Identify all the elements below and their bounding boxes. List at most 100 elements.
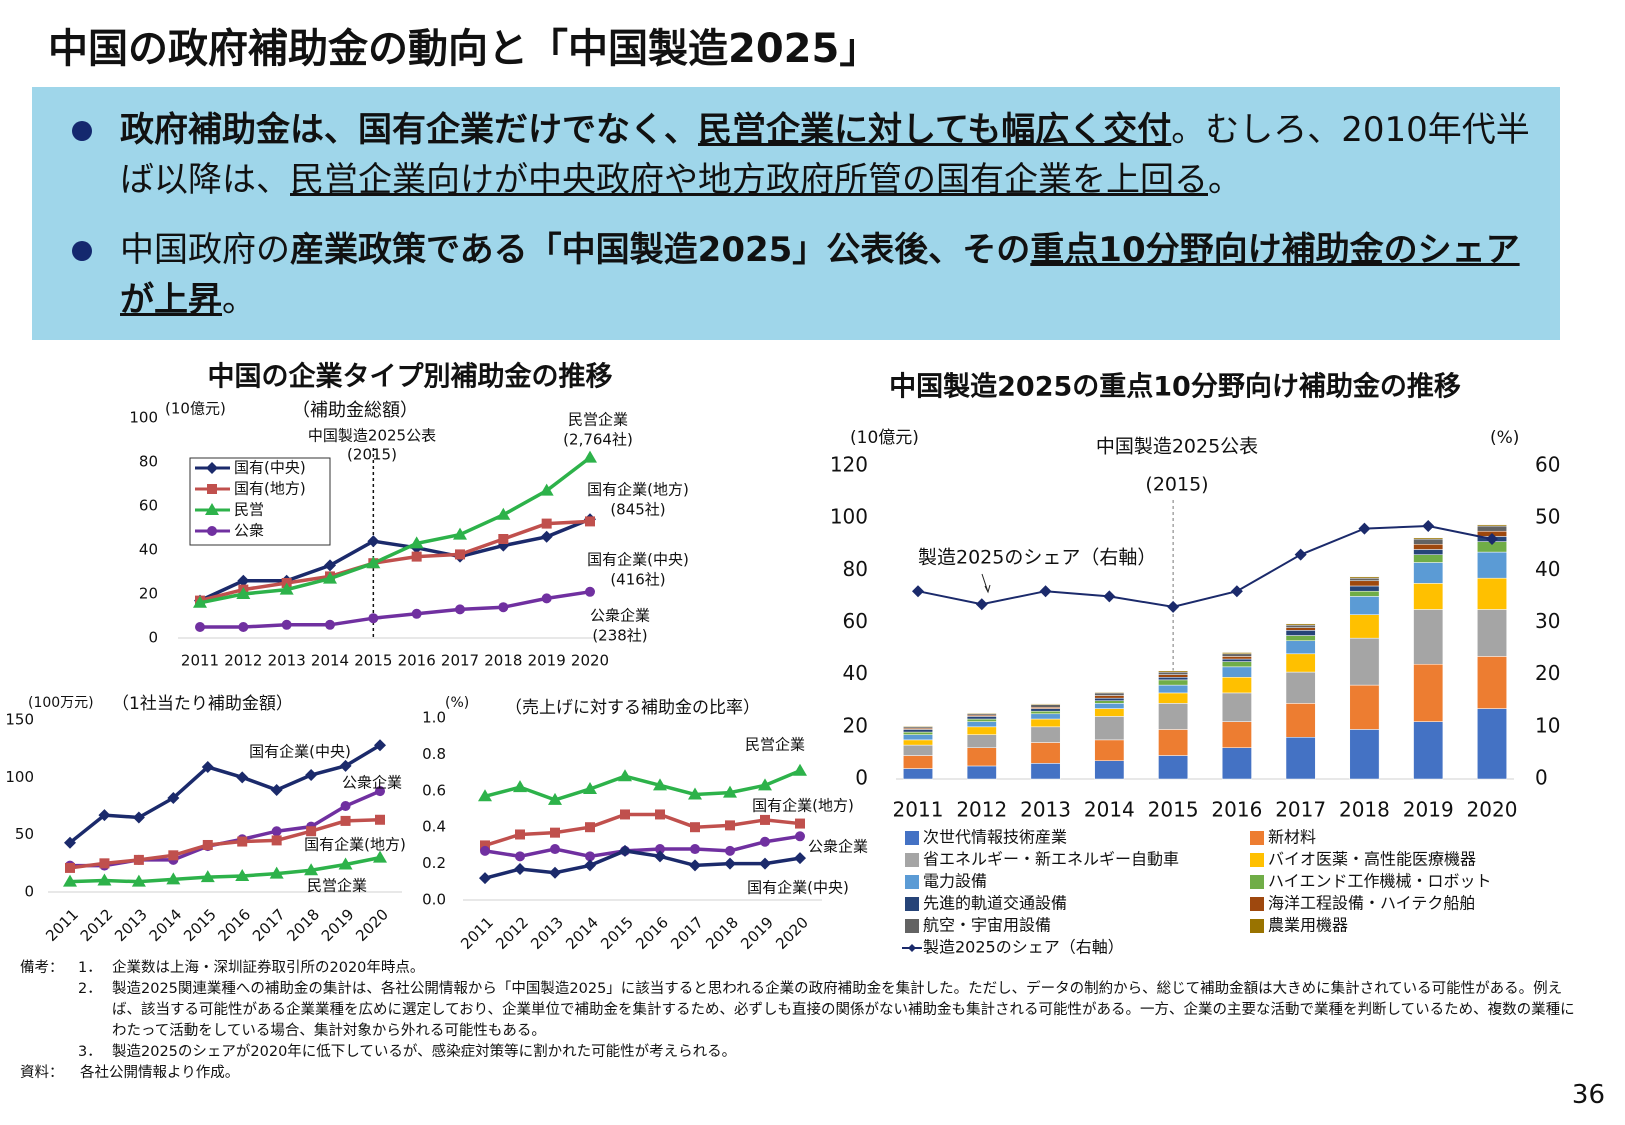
x-tick-label: 2017 (441, 652, 479, 670)
bar-segment (1158, 674, 1189, 678)
marker (620, 809, 630, 820)
bar-segment (903, 734, 933, 741)
text: 産業政策である「中国製造2025」公表後、その (290, 230, 1031, 270)
marker (793, 763, 807, 776)
marker (619, 844, 631, 857)
bar-segment (966, 712, 997, 715)
bar-segment (903, 729, 933, 733)
legend-label: 公衆 (234, 522, 264, 540)
bar-segment (1285, 671, 1316, 704)
bar-segment (1285, 640, 1316, 655)
bar-segment (1030, 710, 1061, 715)
series-label: 国有企業(地方) (752, 797, 854, 815)
marker (478, 789, 492, 802)
x-tick-label: 2020 (352, 905, 392, 945)
bar-segment (1158, 703, 1189, 730)
marker (515, 851, 525, 862)
series-line (199, 456, 592, 605)
y-tick-label: 80 (139, 453, 158, 471)
marker (479, 872, 491, 885)
legend-swatch (905, 897, 919, 911)
marker (409, 536, 424, 549)
marker (305, 769, 318, 782)
bar-segment (1094, 700, 1125, 704)
x-tick-label: 2017 (1275, 798, 1326, 822)
y-tick-label: 60 (843, 609, 868, 633)
marker (760, 814, 770, 825)
x-tick-label: 2019 (528, 652, 566, 670)
source-label: 資料： (20, 1065, 64, 1081)
bar-segment (966, 718, 997, 722)
y-tick-label: 50 (15, 825, 34, 843)
x-tick-label: 2011 (42, 905, 82, 945)
legend-label: 次世代情報技術産業 (923, 828, 1067, 847)
marker (585, 822, 595, 833)
note: 3． 製造2025のシェアが2020年に低下しているが、感染症対策等に割かれた可能… (20, 1042, 1580, 1063)
marker (202, 839, 213, 850)
marker (368, 613, 379, 624)
x-tick-label: 2020 (1467, 798, 1518, 822)
text: 。むしろ、2010年代半ば以降は、 (120, 110, 1530, 200)
marker (338, 857, 353, 870)
bar-segment (1413, 609, 1444, 665)
series-label: 国有企業(地方) (304, 836, 406, 854)
marker (1422, 519, 1435, 532)
marker (271, 835, 282, 846)
marker (133, 854, 144, 865)
bar-segment (1221, 661, 1252, 668)
y-tick-label: 1.0 (422, 709, 446, 727)
bar-segment (1413, 583, 1444, 610)
marker (99, 858, 110, 869)
bar-segment (1285, 623, 1316, 626)
legend-label: 航空・宇宙用設備 (923, 916, 1051, 935)
y2-tick-label: 20 (1535, 661, 1560, 685)
marker (455, 604, 465, 615)
bar-segment (966, 734, 997, 748)
bar-segment (903, 768, 933, 780)
chart-title: 中国製造2025の重点10分野向け補助金の推移 (889, 371, 1461, 403)
legend-label: 国有(中央) (234, 459, 306, 477)
bar-segment (1221, 653, 1252, 657)
marker (200, 870, 215, 883)
marker (758, 778, 772, 791)
annotation: 製造2025のシェア（右軸） (918, 547, 1156, 569)
x-tick-label: 2012 (492, 913, 532, 953)
y-tick-label: 40 (843, 661, 868, 685)
chart-title: 中国の企業タイプ別補助金の推移 (208, 361, 613, 393)
marker (541, 593, 552, 604)
series-line (69, 855, 381, 884)
annotation: (845社) (610, 501, 665, 519)
series-line (199, 517, 591, 603)
marker (724, 857, 736, 870)
marker (195, 622, 205, 632)
marker (201, 761, 214, 774)
bar-segment (1349, 576, 1380, 579)
bar-segment (1477, 525, 1507, 532)
annotation: (238社) (592, 627, 647, 645)
bar-segment (966, 716, 997, 720)
annotation: (416社) (610, 571, 665, 589)
bar-segment (1158, 679, 1189, 686)
x-tick-label: 2011 (893, 798, 944, 822)
marker (375, 814, 385, 825)
x-tick-label: 2017 (249, 905, 289, 945)
y2-tick-label: 0 (1535, 766, 1548, 790)
chart-y-unit: (10億元) (165, 400, 226, 418)
series-line (70, 789, 381, 868)
y-tick-label: 20 (139, 585, 158, 603)
marker (1103, 590, 1116, 603)
series-label: 国有企業(中央) (249, 743, 351, 761)
y-tick-label: 100 (830, 505, 868, 529)
marker (653, 778, 667, 791)
legend-label: 製造2025のシェア（右軸） (923, 938, 1124, 957)
bar-segment (1349, 577, 1380, 582)
bar-segment (1158, 692, 1189, 704)
y-tick-label: 0.6 (422, 781, 446, 799)
bar-segment (1477, 656, 1507, 709)
marker (480, 845, 490, 856)
note: 備考： 1． 企業数は上海・深圳証券取引所の2020年時点。 (20, 958, 1580, 979)
marker (1230, 585, 1243, 598)
series-line (484, 849, 801, 880)
